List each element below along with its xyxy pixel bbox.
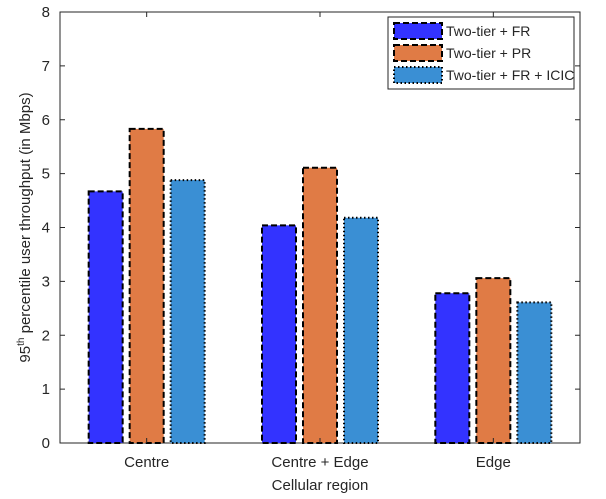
- bars-layer: [87, 127, 553, 445]
- legend: Two-tier + FR Two-tier + PR Two-tier + FR …: [387, 16, 575, 90]
- y-tick-label: 7: [42, 58, 50, 75]
- bar-3-1: [169, 179, 206, 444]
- legend-swatch-1: [393, 22, 443, 40]
- bar-1-2: [261, 224, 297, 444]
- legend-label-2: Two-tier + PR: [446, 45, 531, 61]
- y-tick-label: 6: [42, 112, 50, 129]
- y-axis-label: 95th percentile user throughput (in Mbps…: [16, 92, 34, 362]
- bar-3-2: [343, 216, 379, 444]
- y-tick-label: 0: [42, 435, 50, 452]
- x-tick-label: Centre + Edge: [271, 454, 368, 471]
- y-tick-label: 5: [42, 166, 50, 183]
- y-tick-label: 2: [42, 327, 50, 344]
- bar-1-3: [434, 292, 471, 445]
- x-tick-label: Edge: [476, 454, 511, 471]
- y-tick-label: 8: [42, 4, 50, 21]
- bar-2-3: [475, 277, 512, 444]
- y-axis-label-rest: percentile user throughput (in Mbps): [17, 92, 34, 337]
- y-tick-label: 4: [42, 220, 50, 237]
- legend-swatch-3: [393, 66, 443, 84]
- x-tick-label: Centre: [124, 454, 169, 471]
- x-axis-ticks: Centre Centre + Edge Edge: [124, 12, 511, 471]
- y-tick-label: 1: [42, 381, 50, 398]
- y-axis-ticks: 0 1 2 3 4 5 6 7 8: [42, 4, 580, 452]
- bar-3-3: [516, 301, 553, 445]
- legend-label-3: Two-tier + FR + ICIC: [446, 67, 574, 83]
- legend-label-1: Two-tier + FR: [446, 23, 530, 39]
- y-axis-label-superscript: th: [16, 338, 27, 346]
- bar-2-2: [302, 166, 338, 444]
- y-tick-label: 3: [42, 273, 50, 290]
- bar-1-1: [87, 190, 124, 444]
- legend-swatch-2: [393, 44, 443, 62]
- bar-2-1: [128, 127, 165, 444]
- x-axis-label: Cellular region: [272, 477, 369, 494]
- y-axis-label-prefix: 95: [17, 346, 34, 363]
